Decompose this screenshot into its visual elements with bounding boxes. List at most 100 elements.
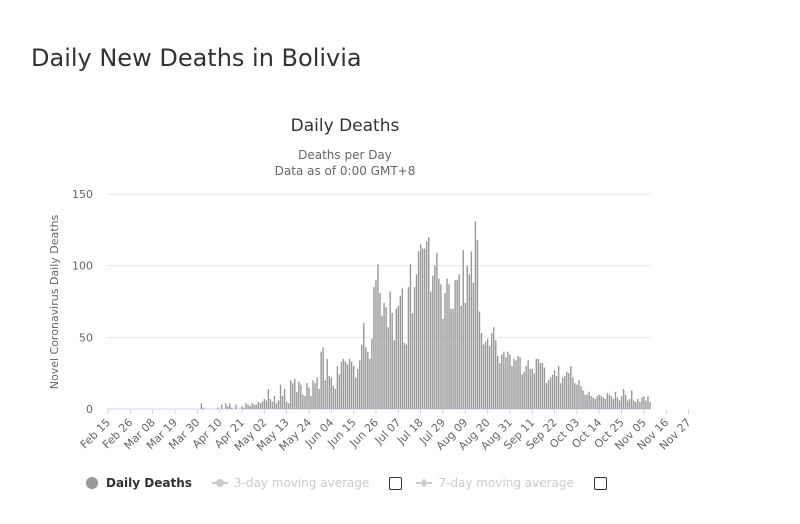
bar[interactable] xyxy=(296,391,298,409)
bar[interactable] xyxy=(618,400,621,409)
bar[interactable] xyxy=(263,398,266,409)
bar[interactable] xyxy=(346,364,349,409)
bar[interactable] xyxy=(578,380,580,409)
bar[interactable] xyxy=(551,374,554,409)
bar[interactable] xyxy=(314,383,316,409)
bar[interactable] xyxy=(478,311,481,409)
bar[interactable] xyxy=(501,354,503,409)
bar[interactable] xyxy=(539,363,542,409)
bar[interactable] xyxy=(432,275,434,409)
bar[interactable] xyxy=(397,305,399,409)
bar[interactable] xyxy=(442,318,444,409)
bar[interactable] xyxy=(480,333,483,409)
bar[interactable] xyxy=(468,274,471,409)
bar[interactable] xyxy=(606,393,609,409)
bar[interactable] xyxy=(590,396,592,409)
bar[interactable] xyxy=(549,377,552,409)
bar[interactable] xyxy=(220,404,223,409)
bar[interactable] xyxy=(275,403,278,409)
bar[interactable] xyxy=(588,391,590,409)
bar[interactable] xyxy=(391,312,393,409)
bar[interactable] xyxy=(454,280,456,409)
bar[interactable] xyxy=(535,358,538,409)
bar[interactable] xyxy=(243,407,245,409)
bar[interactable] xyxy=(600,396,602,409)
bar[interactable] xyxy=(438,278,440,409)
bar[interactable] xyxy=(277,400,280,409)
bar[interactable] xyxy=(387,327,389,409)
bar[interactable] xyxy=(332,386,335,409)
bar[interactable] xyxy=(586,394,588,409)
bar[interactable] xyxy=(505,357,507,409)
bar[interactable] xyxy=(545,383,548,409)
bar[interactable] xyxy=(559,383,562,409)
bar[interactable] xyxy=(446,278,448,409)
bar[interactable] xyxy=(566,371,568,409)
bar[interactable] xyxy=(363,323,365,409)
legend-item-7-day-moving-average[interactable]: 7-day moving average xyxy=(416,476,607,490)
bar[interactable] xyxy=(361,344,363,410)
bar[interactable] xyxy=(628,398,631,409)
bar[interactable] xyxy=(407,287,410,409)
bar[interactable] xyxy=(229,403,231,409)
bar[interactable] xyxy=(525,366,527,409)
bar[interactable] xyxy=(639,401,641,409)
bar[interactable] xyxy=(444,292,446,409)
bar[interactable] xyxy=(393,340,395,409)
bar[interactable] xyxy=(294,378,296,409)
bar[interactable] xyxy=(308,387,310,410)
bar[interactable] xyxy=(497,355,499,409)
bar[interactable] xyxy=(529,368,531,409)
checkbox-7-day-moving-average[interactable] xyxy=(593,476,607,490)
bar[interactable] xyxy=(490,333,493,409)
bar[interactable] xyxy=(417,251,420,409)
bar[interactable] xyxy=(348,358,351,409)
bar[interactable] xyxy=(645,400,647,409)
bar[interactable] xyxy=(320,351,322,409)
bar[interactable] xyxy=(413,287,416,409)
bar[interactable] xyxy=(352,366,355,409)
bar[interactable] xyxy=(324,380,326,409)
bar[interactable] xyxy=(557,366,560,409)
bar[interactable] xyxy=(340,361,343,409)
bar[interactable] xyxy=(616,397,619,409)
bar[interactable] xyxy=(225,403,227,409)
bar[interactable] xyxy=(312,380,314,409)
bar[interactable] xyxy=(521,374,523,409)
bar[interactable] xyxy=(235,404,237,409)
bar[interactable] xyxy=(306,383,308,409)
bar[interactable] xyxy=(373,287,375,409)
bar[interactable] xyxy=(273,396,276,409)
bar[interactable] xyxy=(261,401,263,409)
bar[interactable] xyxy=(359,360,361,409)
bar[interactable] xyxy=(271,401,274,409)
bar[interactable] xyxy=(434,265,436,409)
bar[interactable] xyxy=(287,403,290,409)
bar[interactable] xyxy=(289,380,292,409)
bar[interactable] xyxy=(495,340,497,409)
bar[interactable] xyxy=(259,403,261,409)
bar[interactable] xyxy=(395,308,397,409)
bar[interactable] xyxy=(486,338,489,409)
bar[interactable] xyxy=(456,280,458,409)
bar[interactable] xyxy=(245,403,247,409)
bar[interactable] xyxy=(405,344,408,410)
bar[interactable] xyxy=(622,388,625,409)
bar[interactable] xyxy=(241,406,243,409)
bar[interactable] xyxy=(637,398,639,409)
bar[interactable] xyxy=(466,265,469,409)
bar[interactable] xyxy=(377,264,379,409)
bar[interactable] xyxy=(375,280,377,409)
bar[interactable] xyxy=(310,396,312,409)
bar[interactable] xyxy=(365,347,367,409)
bar[interactable] xyxy=(620,396,623,409)
bar[interactable] xyxy=(612,398,615,409)
bar[interactable] xyxy=(509,354,511,409)
bar[interactable] xyxy=(440,284,442,409)
bar[interactable] xyxy=(334,388,337,409)
bar[interactable] xyxy=(249,406,251,409)
bar[interactable] xyxy=(255,404,257,409)
bar[interactable] xyxy=(584,394,586,409)
bar[interactable] xyxy=(436,252,438,409)
bar[interactable] xyxy=(631,390,633,409)
